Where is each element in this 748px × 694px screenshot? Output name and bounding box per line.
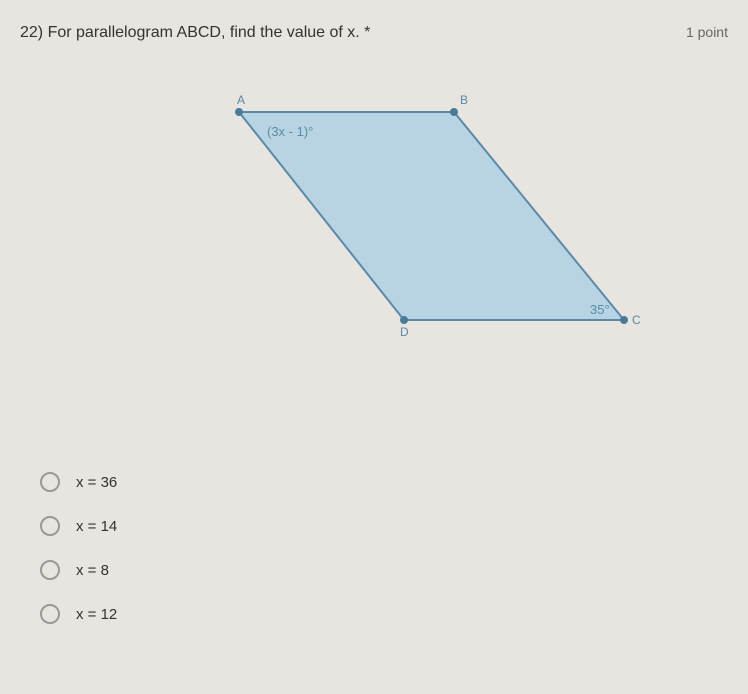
angle-label-a: (3x - 1)° — [267, 124, 313, 139]
radio-icon — [40, 516, 60, 536]
option-row-2[interactable]: x = 14 — [40, 516, 728, 536]
options-container: x = 36 x = 14 x = 8 x = 12 — [20, 472, 728, 624]
parallelogram-diagram: A B C D (3x - 1)° 35° — [64, 62, 684, 372]
question-prompt: For parallelogram ABCD, find the value o… — [48, 24, 371, 41]
option-label: x = 14 — [76, 518, 117, 535]
radio-icon — [40, 604, 60, 624]
vertex-c — [620, 316, 628, 324]
vertex-d — [400, 316, 408, 324]
vertex-a — [235, 108, 243, 116]
vertex-label-a: A — [237, 93, 245, 107]
option-label: x = 36 — [76, 474, 117, 491]
option-label: x = 8 — [76, 562, 109, 579]
radio-icon — [40, 472, 60, 492]
question-header: 22) For parallelogram ABCD, find the val… — [20, 24, 728, 42]
question-text: 22) For parallelogram ABCD, find the val… — [20, 24, 370, 42]
option-row-4[interactable]: x = 12 — [40, 604, 728, 624]
points-label: 1 point — [686, 24, 728, 40]
question-number: 22) — [20, 24, 43, 41]
option-row-3[interactable]: x = 8 — [40, 560, 728, 580]
radio-icon — [40, 560, 60, 580]
parallelogram-shape — [239, 112, 624, 320]
angle-label-c: 35° — [590, 302, 610, 317]
vertex-label-d: D — [400, 325, 409, 339]
option-label: x = 12 — [76, 606, 117, 623]
question-container: 22) For parallelogram ABCD, find the val… — [0, 0, 748, 672]
diagram-area: A B C D (3x - 1)° 35° — [20, 62, 728, 412]
vertex-b — [450, 108, 458, 116]
option-row-1[interactable]: x = 36 — [40, 472, 728, 492]
vertex-label-c: C — [632, 313, 641, 327]
vertex-label-b: B — [460, 93, 468, 107]
